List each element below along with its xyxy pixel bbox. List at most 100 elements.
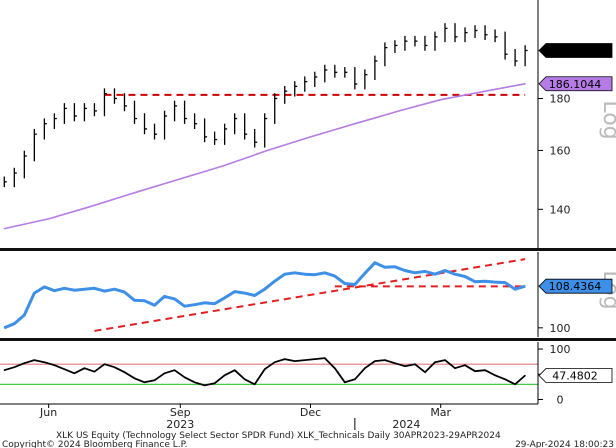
data-point [364,367,366,369]
data-point [234,369,236,371]
data-point [404,365,406,367]
data-point [183,305,186,307]
data-point [314,274,316,276]
panel-0-callout-1: 186.1044 [538,76,613,92]
data-point [224,297,226,299]
data-point [224,374,226,376]
data-point [135,191,137,193]
data-point [304,273,306,275]
panel-2-background [0,342,538,404]
data-point [113,366,116,368]
data-point [324,272,326,274]
data-point [494,374,496,376]
data-point [43,361,45,363]
data-point [23,362,25,364]
data-point [484,280,486,282]
data-point [414,363,416,365]
callout-label: 108.4364 [549,280,602,293]
callout-label: 200.69 [556,45,595,58]
data-point [179,178,181,180]
data-point [113,288,116,290]
data-point [284,358,286,360]
data-point [103,363,106,365]
data-point [504,281,506,284]
data-point [424,270,426,273]
data-point [284,273,286,275]
data-point [344,282,346,285]
data-point [83,367,86,369]
data-point [53,364,55,366]
data-point [153,379,156,381]
data-point [214,303,216,305]
data-point [444,359,446,361]
data-point [334,275,336,277]
x-tick-label-1: Sep [170,406,191,419]
data-point [504,378,506,380]
data-point [103,290,106,292]
panel-0-ytick-label-2: 180 [550,92,571,105]
data-point [73,372,76,374]
data-point [13,366,15,368]
footer-timestamp: 29-Apr-2024 18:00:23 [515,440,614,448]
data-point [304,359,306,361]
data-point [524,374,526,377]
data-point [434,361,436,363]
data-point [204,384,206,386]
data-point [524,83,526,85]
panel-0-series-0 [3,23,528,188]
data-point [354,378,356,380]
panel-2-ytick-label-2: 100 [550,343,571,356]
callout-box [538,278,613,294]
data-point [309,136,312,138]
data-point [454,273,456,275]
data-point [404,269,406,272]
data-point [13,323,15,325]
data-point [193,381,196,383]
data-point [254,294,256,297]
panel-1-series-0 [3,261,526,330]
data-point [474,370,476,372]
data-point [53,290,55,292]
data-point [244,292,246,294]
footer-line1: XLK US Equity (Technology Select Sector … [56,431,501,441]
data-point [183,376,186,378]
data-point [73,289,76,291]
data-point [153,304,156,306]
data-point [384,266,386,268]
data-point [484,369,486,371]
panel-1-callout-0: 108.4364 [538,278,613,294]
data-point [454,367,456,369]
data-point [90,205,93,207]
data-point [294,272,296,274]
data-point [394,362,396,364]
data-point [524,285,526,287]
data-point [123,371,126,373]
data-point [63,287,65,289]
callout-label: 47.4802 [552,370,598,383]
data-point [83,288,86,290]
data-point [33,292,35,294]
data-point [374,262,376,264]
data-point [48,218,50,220]
data-point [163,372,166,374]
data-point [63,368,65,370]
data-point [3,228,5,230]
panel-2-ytick-label-0: 0 [557,393,564,406]
data-point [204,302,206,304]
panel-0-series-1 [3,83,526,230]
data-point [93,371,96,373]
data-point [244,378,246,380]
data-point [93,287,96,289]
data-point [514,288,516,290]
data-point [334,367,336,369]
data-point [254,383,256,385]
callout-label: 186.1044 [549,78,602,91]
data-point [123,291,126,293]
x-year-label-0: 2023 [166,418,194,431]
x-tick-label-0: Jun [39,406,57,419]
data-point [3,327,5,329]
panel-0-ytick-label-1: 160 [550,144,571,157]
data-point [398,110,400,112]
x-tick-label-2: Dec [300,406,321,419]
panel-1-ytick-label-0: 100 [550,322,571,335]
